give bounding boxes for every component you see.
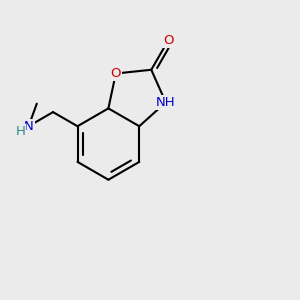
Text: NH: NH xyxy=(156,96,176,109)
Text: O: O xyxy=(163,34,173,47)
Text: H: H xyxy=(15,125,25,138)
Text: O: O xyxy=(111,67,121,80)
Text: N: N xyxy=(24,120,34,133)
